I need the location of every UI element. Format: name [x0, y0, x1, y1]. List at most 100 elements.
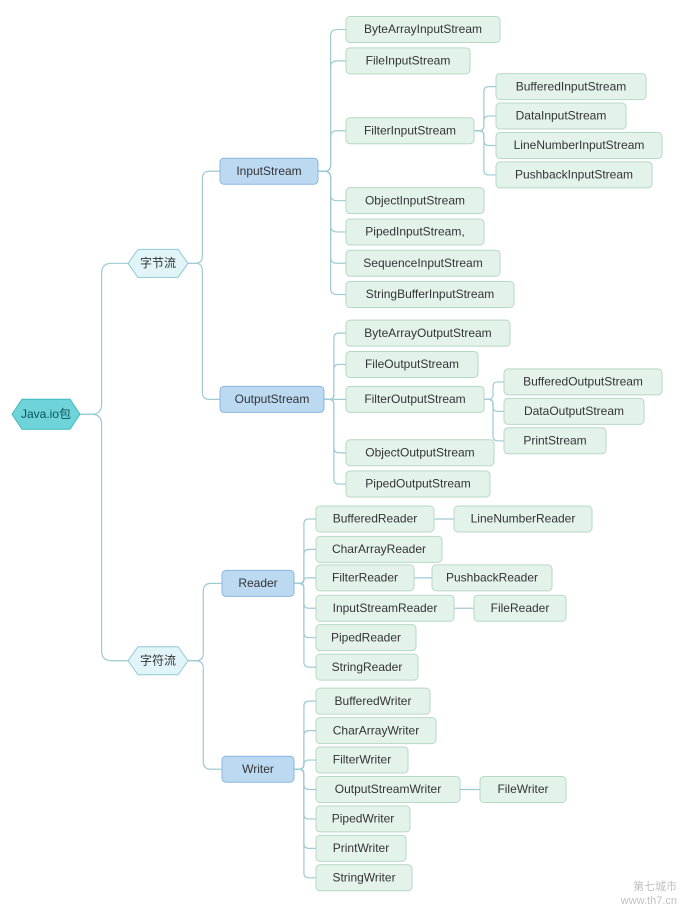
- node-label-byteStream: 字节流: [140, 255, 176, 270]
- node-sis: SequenceInputStream: [346, 250, 500, 276]
- node-dos: DataOutputStream: [504, 398, 644, 424]
- edge-inputStream-ois: [318, 171, 346, 200]
- edge-reader-strR: [294, 583, 316, 667]
- edge-filIS-lnis: [474, 131, 496, 146]
- node-label-lnis: LineNumberInputStream: [514, 138, 645, 152]
- node-bufW: BufferedWriter: [316, 688, 430, 714]
- node-label-ois: ObjectInputStream: [365, 193, 465, 207]
- node-label-sbis: StringBufferInputStream: [366, 287, 495, 301]
- node-label-fis: FileInputStream: [366, 54, 451, 68]
- edge-outputStream-pos: [324, 399, 346, 484]
- edge-inputStream-bais: [318, 30, 346, 172]
- node-label-bis: BufferedInputStream: [516, 79, 627, 93]
- node-label-filR: FilterReader: [332, 571, 398, 585]
- node-fR: FileReader: [474, 595, 566, 621]
- edge-writer-strW: [294, 769, 316, 878]
- node-label-bufR: BufferedReader: [333, 512, 418, 526]
- edge-inputStream-fis: [318, 61, 346, 171]
- edge-writer-pipW: [294, 769, 316, 819]
- node-label-strR: StringReader: [332, 660, 403, 674]
- node-filR: FilterReader: [316, 565, 414, 591]
- node-label-fos: FileOutputStream: [365, 357, 459, 371]
- java-io-tree-diagram: Java.io包 字节流字符流 InputStream OutputStream Rea…: [0, 0, 685, 912]
- node-filW: FilterWriter: [316, 747, 408, 773]
- node-label-filOS: FilterOutputStream: [364, 392, 465, 406]
- node-pipR: PipedReader: [316, 625, 416, 651]
- node-fis: FileInputStream: [346, 48, 470, 74]
- node-caW: CharArrayWriter: [316, 718, 436, 744]
- edge-writer-osW: [294, 769, 316, 789]
- node-sbis: StringBufferInputStream: [346, 282, 514, 308]
- edge-outputStream-fos: [324, 364, 346, 399]
- node-label-filIS: FilterInputStream: [364, 123, 456, 137]
- node-label-dis: DataInputStream: [516, 109, 607, 123]
- node-pos: PipedOutputStream: [346, 471, 490, 497]
- node-prW: PrintWriter: [316, 835, 406, 861]
- node-label-pis: PipedInputStream,: [365, 225, 464, 239]
- edge-writer-filW: [294, 760, 316, 769]
- edge-filIS-pbis: [474, 131, 496, 175]
- node-label-caW: CharArrayWriter: [333, 723, 419, 737]
- node-label-pipW: PipedWriter: [332, 812, 394, 826]
- edge-filOS-dos: [484, 399, 504, 411]
- node-label-bufW: BufferedWriter: [335, 694, 412, 708]
- node-label-ps: PrintStream: [523, 433, 586, 447]
- node-label-strW: StringWriter: [332, 870, 395, 884]
- node-root: Java.io包: [12, 399, 80, 429]
- node-label-outputStream: OutputStream: [235, 392, 310, 406]
- node-lnR: LineNumberReader: [454, 506, 592, 532]
- edge-inputStream-pis: [318, 171, 346, 232]
- node-writer: Writer: [222, 756, 294, 782]
- edge-root-charStream: [80, 414, 128, 660]
- node-label-root: Java.io包: [21, 407, 71, 421]
- node-label-sis: SequenceInputStream: [363, 256, 482, 270]
- node-outputStream: OutputStream: [220, 386, 324, 412]
- node-strW: StringWriter: [316, 865, 412, 891]
- node-ois: ObjectInputStream: [346, 188, 484, 214]
- node-label-fR: FileReader: [491, 601, 550, 615]
- node-label-pbR: PushbackReader: [446, 571, 538, 585]
- edge-inputStream-sis: [318, 171, 346, 263]
- node-strR: StringReader: [316, 654, 418, 680]
- node-pbR: PushbackReader: [432, 565, 552, 591]
- edge-inputStream-filIS: [318, 131, 346, 171]
- edge-writer-prW: [294, 769, 316, 848]
- edge-writer-bufW: [294, 701, 316, 769]
- node-label-writer: Writer: [242, 762, 274, 776]
- node-label-lnR: LineNumberReader: [471, 512, 576, 526]
- node-label-oos: ObjectOutputStream: [365, 445, 474, 459]
- node-label-filW: FilterWriter: [333, 753, 391, 767]
- node-dis: DataInputStream: [496, 103, 626, 129]
- node-reader: Reader: [222, 570, 294, 596]
- node-label-pbis: PushbackInputStream: [515, 168, 633, 182]
- edge-reader-filR: [294, 578, 316, 584]
- node-bos: BufferedOutputStream: [504, 369, 662, 395]
- node-pipW: PipedWriter: [316, 806, 410, 832]
- node-fos: FileOutputStream: [346, 351, 478, 377]
- node-oos: ObjectOutputStream: [346, 440, 494, 466]
- edge-filIS-bis: [474, 87, 496, 131]
- node-pbis: PushbackInputStream: [496, 162, 652, 188]
- node-label-dos: DataOutputStream: [524, 404, 624, 418]
- edge-charStream-writer: [188, 661, 222, 769]
- node-charStream: 字符流: [128, 647, 188, 675]
- node-filOS: FilterOutputStream: [346, 386, 484, 412]
- edge-byteStream-outputStream: [188, 263, 220, 399]
- node-label-reader: Reader: [238, 576, 277, 590]
- edge-byteStream-inputStream: [188, 171, 220, 263]
- node-fW: FileWriter: [480, 776, 566, 802]
- node-inputStream: InputStream: [220, 158, 318, 184]
- node-pis: PipedInputStream,: [346, 219, 484, 245]
- node-bis: BufferedInputStream: [496, 74, 646, 100]
- node-label-caR: CharArrayReader: [332, 542, 426, 556]
- node-bufR: BufferedReader: [316, 506, 434, 532]
- node-osW: OutputStreamWriter: [316, 776, 460, 802]
- edge-filIS-dis: [474, 116, 496, 131]
- node-label-bos: BufferedOutputStream: [523, 375, 643, 389]
- edge-reader-pipR: [294, 583, 316, 637]
- node-caR: CharArrayReader: [316, 536, 442, 562]
- edge-charStream-reader: [188, 583, 222, 660]
- edge-filOS-ps: [484, 399, 504, 440]
- node-label-isR: InputStreamReader: [333, 601, 438, 615]
- node-byteStream: 字节流: [128, 249, 188, 277]
